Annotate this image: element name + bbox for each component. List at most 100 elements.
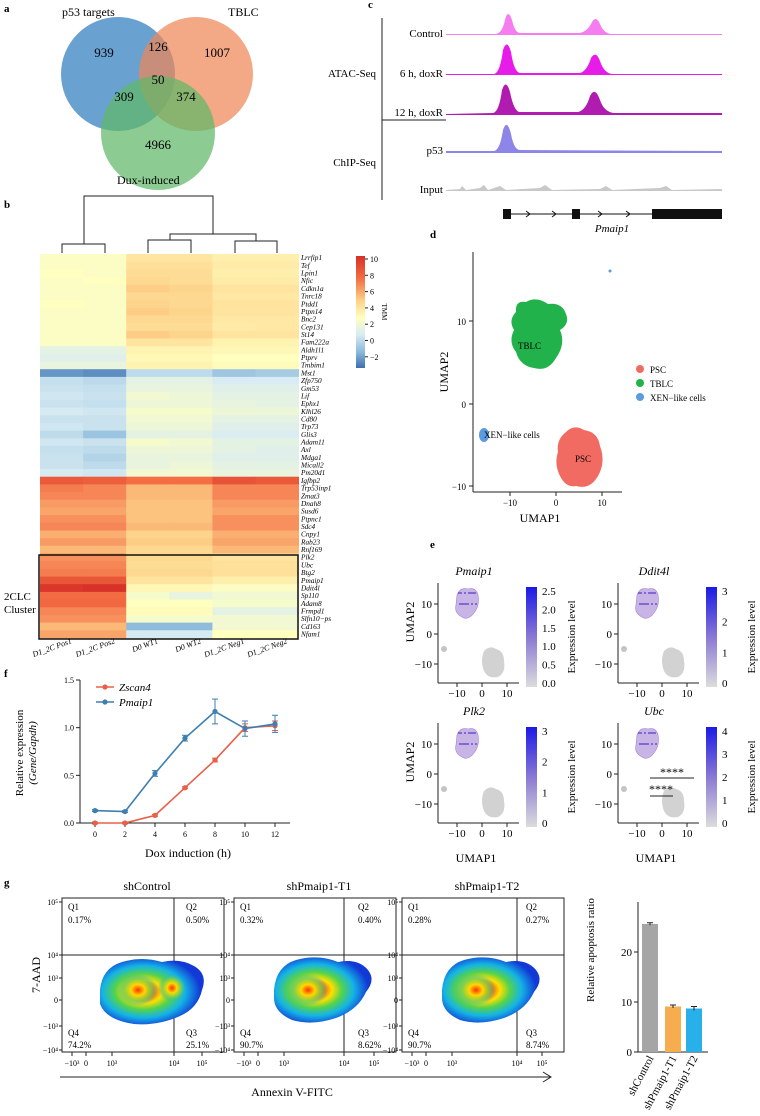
flow-q4-name: Q4 bbox=[240, 1028, 251, 1038]
heatmap-gene-label: Sdc4 bbox=[301, 522, 316, 531]
heatmap-cell bbox=[83, 376, 127, 385]
panel-letter-a: a bbox=[4, 3, 10, 15]
heatmap-cell bbox=[212, 353, 256, 362]
heatmap-cell bbox=[255, 599, 299, 608]
heatmap-cell bbox=[40, 584, 84, 593]
heatmap-sample-labels: D1_2C Pos1 D1_2C Pos2 D0 WT1 D0 WT2 D1_2C Ne… bbox=[30, 636, 288, 659]
heatmap-cell bbox=[40, 399, 84, 408]
feature-plot-high-cell bbox=[647, 603, 649, 605]
heatmap-cell bbox=[40, 522, 84, 531]
heatmap-cell bbox=[126, 461, 170, 470]
heatmap-gene-label: Ptdd1 bbox=[300, 299, 318, 308]
heatmap-cell bbox=[212, 576, 256, 585]
heatmap-gene-label: Zfp750 bbox=[301, 376, 322, 385]
heatmap-cell bbox=[212, 269, 256, 278]
heatmap-cell bbox=[40, 369, 84, 378]
feature-plot-xtick: 10 bbox=[502, 688, 514, 700]
heatmap-cell bbox=[212, 615, 256, 624]
heatmap-cell bbox=[169, 315, 213, 324]
feature-plot-high-cell bbox=[641, 603, 643, 605]
heatmap-cell bbox=[83, 530, 127, 539]
flow-xtick: 10³ bbox=[279, 1059, 290, 1068]
heatmap-gene-label: Rab23 bbox=[300, 537, 320, 546]
feature-plot-legend-tick: 1 bbox=[722, 647, 728, 659]
heatmap-cell bbox=[169, 361, 213, 370]
heatmap-cell bbox=[40, 591, 84, 600]
heatmap-cell bbox=[255, 392, 299, 401]
track-label-control: Control bbox=[409, 28, 443, 40]
feature-plot-xtick: −10 bbox=[448, 688, 466, 700]
apoptosis-sig-label: **** bbox=[649, 782, 673, 796]
apoptosis-ylabel: Relative apoptosis ratio bbox=[585, 898, 597, 1002]
heatmap-cell bbox=[83, 346, 127, 355]
heatmap-gene-label: Aldh1l1 bbox=[300, 345, 324, 354]
heatmap-cell bbox=[40, 453, 84, 462]
feature-plot-high-cell bbox=[470, 592, 472, 594]
heatmap-cell bbox=[169, 515, 213, 524]
heatmap-cell bbox=[212, 607, 256, 616]
heatmap-cell bbox=[83, 338, 127, 347]
flow-ytick: 10⁵ bbox=[387, 898, 398, 907]
feature-plot-xlabel-right: UMAP1 bbox=[636, 851, 677, 865]
heatmap-cell bbox=[169, 300, 213, 309]
heatmap-gene-label: Nfic bbox=[300, 276, 314, 285]
heatmap-cell bbox=[40, 338, 84, 347]
feature-plot-legend-title: Expression level bbox=[746, 600, 758, 673]
heatmap-gene-label: Cd80 bbox=[301, 415, 317, 424]
heatmap-cell bbox=[126, 553, 170, 562]
gene-model bbox=[503, 209, 722, 219]
heatmap-cell bbox=[126, 315, 170, 324]
feature-plot-cluster-xen bbox=[621, 646, 627, 652]
heatmap-cell bbox=[169, 492, 213, 501]
feature-plot-legend-title: Expression level bbox=[566, 600, 578, 673]
heatmap-gene-label: Cnpy1 bbox=[301, 530, 320, 539]
feature-plot-high-cell bbox=[644, 732, 646, 734]
flow-ytick: 10⁵ bbox=[47, 898, 58, 907]
heatmap-cell bbox=[212, 453, 256, 462]
heatmap-cell bbox=[83, 469, 127, 478]
flow-ytick: −10³ bbox=[383, 1022, 399, 1031]
heatmap-cell bbox=[255, 576, 299, 585]
venn-count-tblc-dux: 374 bbox=[176, 89, 196, 104]
heatmap-cell bbox=[126, 307, 170, 316]
heatmap-cell bbox=[126, 284, 170, 293]
feature-plot-xtick: 0 bbox=[479, 828, 485, 840]
track-6h bbox=[446, 44, 722, 75]
heatmap-cell bbox=[212, 346, 256, 355]
heatmap-cell bbox=[83, 315, 127, 324]
heatmap-legend-tick: 8 bbox=[370, 271, 374, 280]
heatmap-cell bbox=[83, 461, 127, 470]
feature-plot-legend-tick: 1 bbox=[542, 787, 548, 799]
heatmap-gene-label: Frmpd1 bbox=[300, 607, 325, 616]
line-legend-marker bbox=[102, 699, 108, 705]
track-label-input: Input bbox=[420, 184, 443, 196]
heatmap-cell bbox=[212, 338, 256, 347]
heatmap-cell bbox=[83, 399, 127, 408]
line-chart-xlabel: Dox induction (h) bbox=[145, 846, 231, 860]
heatmap-cell bbox=[40, 407, 84, 416]
feature-plot-high-cell bbox=[468, 592, 470, 594]
flow-plot-2: shPmaip1-T1Q10.32%Q20.40%Q490.7%Q38.62%−… bbox=[215, 879, 397, 1068]
feature-plot-high-cell bbox=[460, 732, 462, 734]
flow-q2-value: 0.27% bbox=[526, 915, 550, 925]
feature-plot-high-cell bbox=[459, 603, 461, 605]
heatmap-dendrogram bbox=[61, 195, 278, 253]
feature-plot-ytick: −10 bbox=[415, 799, 433, 811]
feature-plot-high-cell bbox=[464, 592, 466, 594]
line-point bbox=[182, 785, 188, 791]
heatmap-gene-label: St14 bbox=[301, 330, 314, 339]
heatmap-sample-label: D1_2C Neg2 bbox=[245, 636, 288, 659]
heatmap-cell bbox=[40, 376, 84, 385]
heatmap-gene-label: Adam11 bbox=[300, 438, 325, 447]
line-series-pmaip1 bbox=[94, 710, 276, 813]
heatmap-cell bbox=[126, 430, 170, 439]
feature-plot-title: Ddit4l bbox=[638, 564, 670, 578]
apoptosis-bar bbox=[665, 1006, 681, 1052]
flow-ytick: 10⁴ bbox=[219, 951, 230, 960]
heatmap-gene-label: Cep131 bbox=[301, 322, 324, 331]
flow-plot-title: shControl bbox=[123, 879, 171, 893]
heatmap-cell bbox=[83, 622, 127, 631]
feature-plot-high-cell bbox=[638, 592, 640, 594]
flow-q4-value: 90.7% bbox=[408, 1040, 432, 1050]
heatmap-cell bbox=[255, 484, 299, 493]
